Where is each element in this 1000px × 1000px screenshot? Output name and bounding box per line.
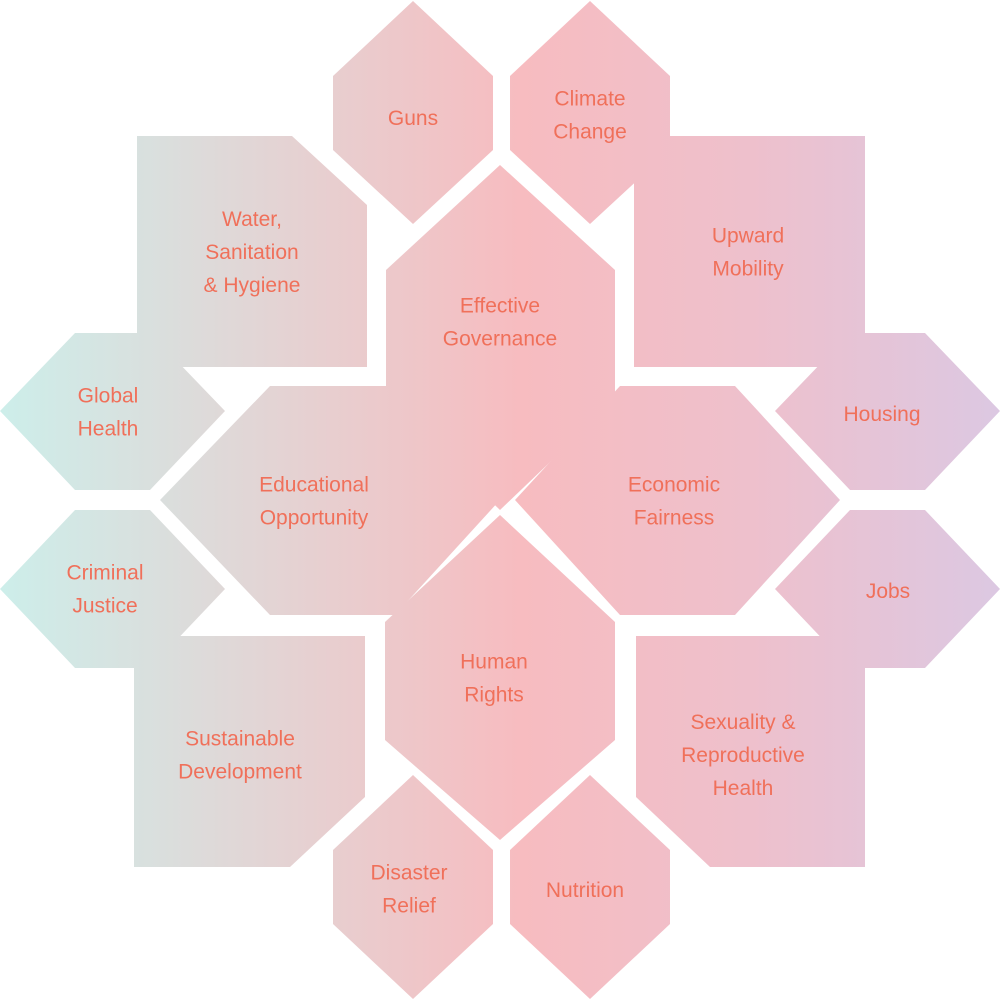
tile-label-criminal-justice: Criminal Justice [66,562,143,618]
tile-label-disaster-relief: Disaster Relief [370,862,447,918]
tile-shape-climate-change [510,1,670,224]
tile-label-guns: Guns [388,107,438,130]
tile-label-line: Rights [464,684,524,707]
tile-label-line: Fairness [634,507,715,530]
tile-shape-economic-fairness [515,386,840,615]
tile-label-jobs: Jobs [866,580,910,603]
tile-label-line: Criminal [66,562,143,585]
tile-shape-water-sanitation-hygiene [137,136,367,367]
tile-label-nutrition: Nutrition [546,879,624,902]
tile-label-sexuality-reproductive-health: Sexuality & Reproductive Health [681,711,805,800]
tile-label-line: Sexuality & [690,711,795,734]
tile-label-line: Jobs [866,580,910,603]
tile-label-line: Water, [222,208,282,231]
tile-shape-nutrition [510,775,670,999]
tile-label-line: Educational [259,474,369,497]
tile-label-line: Human [460,651,528,674]
tile-sustainable-development: Sustainable Development [134,636,365,867]
tile-label-line: Justice [72,595,137,618]
tile-label-line: Guns [388,107,438,130]
tile-label-effective-governance: Effective Governance [443,295,557,351]
tile-label-line: Sanitation [205,241,298,264]
tile-label-economic-fairness: Economic Fairness [628,474,720,530]
tile-shape-disaster-relief [333,775,493,999]
tile-human-rights: Human Rights [385,515,615,840]
tile-water-sanitation-hygiene: Water, Sanitation & Hygiene [137,136,367,367]
tile-shape-human-rights [385,515,615,840]
tile-shape-guns [333,1,493,224]
tile-shape-housing [775,333,1000,490]
tile-shape-criminal-justice [0,510,225,668]
tile-label-upward-mobility: Upward Mobility [712,225,784,281]
tile-educational-opportunity: Educational Opportunity [160,386,500,615]
tile-label-line: Climate [554,88,625,111]
tile-label-line: Governance [443,328,557,351]
tile-label-line: Health [713,777,774,800]
tile-jobs: Jobs [775,510,1000,668]
tile-label-line: Housing [843,403,920,426]
tile-sexuality-reproductive-health: Sexuality & Reproductive Health [636,636,865,867]
tile-label-educational-opportunity: Educational Opportunity [259,474,369,530]
tile-shape-educational-opportunity [160,386,500,615]
tile-label-line: Change [553,121,627,144]
tile-label-water-sanitation-hygiene: Water, Sanitation & Hygiene [204,208,301,297]
tile-label-global-health: Global Health [78,385,139,441]
tile-label-line: Mobility [712,258,784,281]
tile-shape-sexuality-reproductive-health [636,636,865,867]
tile-label-line: Upward [712,225,784,248]
tile-shape-global-health [0,333,225,490]
tile-label-line: Global [78,385,139,408]
tile-disaster-relief: Disaster Relief [333,775,493,999]
tile-label-line: Nutrition [546,879,624,902]
tile-effective-governance: Effective Governance [386,165,615,510]
tile-guns: Guns [333,1,493,224]
tile-label-sustainable-development: Sustainable Development [178,728,302,784]
tile-label-housing: Housing [843,403,920,426]
tile-label-line: Health [78,418,139,441]
tile-nutrition: Nutrition [510,775,670,999]
tile-label-line: Sustainable [185,728,295,751]
tile-global-health: Global Health [0,333,225,490]
tile-shape-jobs [775,510,1000,668]
tile-label-line: Relief [382,895,436,918]
tile-upward-mobility: Upward Mobility [634,136,865,367]
tile-label-line: Economic [628,474,720,497]
tile-economic-fairness: Economic Fairness [515,386,840,615]
tile-criminal-justice: Criminal Justice [0,510,225,668]
tile-label-line: Effective [460,295,540,318]
tile-label-climate-change: Climate Change [553,88,627,144]
tile-housing: Housing [775,333,1000,490]
tile-climate-change: Climate Change [510,1,670,224]
tile-label-line: Reproductive [681,744,805,767]
tile-label-human-rights: Human Rights [460,651,528,707]
tile-label-line: Development [178,761,302,784]
tile-shape-upward-mobility [634,136,865,367]
tile-shape-effective-governance [386,165,615,510]
tile-label-line: Opportunity [260,507,369,530]
tile-shape-sustainable-development [134,636,365,867]
tile-label-line: Disaster [370,862,447,885]
tile-label-line: & Hygiene [204,274,301,297]
